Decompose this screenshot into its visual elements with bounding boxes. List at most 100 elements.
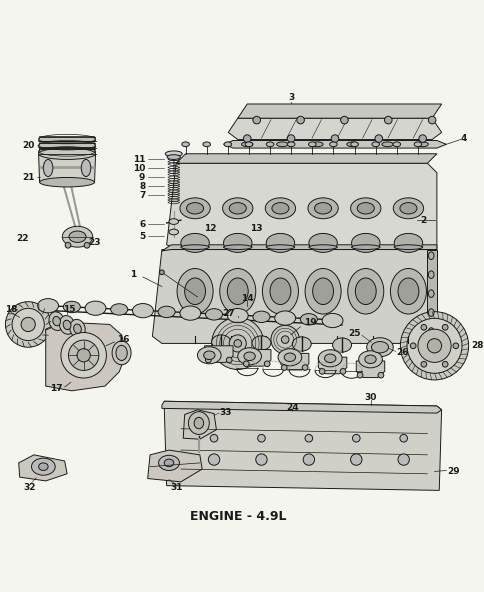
Ellipse shape (203, 351, 214, 359)
Ellipse shape (70, 319, 85, 338)
Circle shape (281, 336, 288, 343)
Polygon shape (426, 250, 436, 336)
Text: 5: 5 (139, 231, 145, 241)
Polygon shape (39, 143, 95, 147)
Polygon shape (39, 137, 95, 141)
Circle shape (77, 349, 90, 362)
Ellipse shape (272, 202, 288, 214)
Text: 32: 32 (23, 482, 35, 491)
Circle shape (384, 116, 391, 124)
Ellipse shape (304, 269, 340, 314)
Text: 19: 19 (303, 317, 316, 327)
Circle shape (12, 308, 44, 340)
Polygon shape (45, 322, 126, 391)
Circle shape (374, 135, 382, 143)
Polygon shape (223, 140, 445, 148)
Polygon shape (39, 149, 95, 154)
Circle shape (302, 365, 307, 371)
Ellipse shape (274, 311, 295, 325)
Ellipse shape (227, 308, 248, 323)
Ellipse shape (194, 417, 203, 429)
Ellipse shape (74, 324, 81, 333)
Circle shape (21, 317, 35, 332)
Circle shape (420, 324, 426, 330)
Text: 1: 1 (129, 270, 136, 279)
Ellipse shape (399, 202, 416, 214)
Text: 12: 12 (203, 224, 216, 233)
Ellipse shape (346, 142, 358, 147)
Ellipse shape (392, 142, 400, 147)
Circle shape (208, 454, 219, 465)
Text: 13: 13 (249, 224, 261, 233)
Ellipse shape (158, 455, 179, 471)
Polygon shape (176, 154, 436, 163)
Circle shape (350, 454, 361, 465)
Ellipse shape (252, 336, 271, 350)
Circle shape (357, 372, 362, 378)
Ellipse shape (112, 341, 131, 365)
Circle shape (255, 454, 267, 465)
Circle shape (211, 317, 263, 369)
Ellipse shape (427, 309, 433, 316)
Circle shape (406, 318, 461, 374)
Circle shape (409, 343, 415, 349)
Circle shape (243, 361, 249, 366)
Circle shape (287, 135, 294, 143)
Polygon shape (183, 410, 216, 439)
Circle shape (159, 270, 164, 275)
Ellipse shape (110, 304, 127, 315)
Circle shape (229, 335, 246, 352)
Ellipse shape (223, 245, 252, 250)
Ellipse shape (222, 198, 252, 218)
Circle shape (420, 361, 426, 367)
Text: 21: 21 (22, 173, 35, 182)
Ellipse shape (167, 155, 180, 159)
Ellipse shape (219, 269, 255, 314)
Ellipse shape (168, 229, 178, 235)
Circle shape (318, 369, 324, 374)
Ellipse shape (38, 298, 59, 313)
Ellipse shape (202, 142, 210, 147)
Ellipse shape (266, 233, 294, 252)
Circle shape (271, 326, 299, 354)
Text: 6: 6 (139, 220, 145, 229)
Ellipse shape (168, 218, 178, 224)
Ellipse shape (324, 354, 335, 362)
Polygon shape (147, 450, 202, 482)
Ellipse shape (227, 278, 248, 304)
Polygon shape (318, 357, 346, 374)
Circle shape (441, 361, 447, 367)
Ellipse shape (308, 142, 316, 147)
Ellipse shape (321, 313, 342, 327)
Circle shape (352, 435, 359, 442)
Ellipse shape (229, 202, 246, 214)
Circle shape (304, 435, 312, 442)
Text: 9: 9 (138, 173, 145, 182)
Circle shape (400, 311, 468, 380)
Circle shape (397, 454, 408, 465)
Ellipse shape (158, 306, 175, 317)
Ellipse shape (312, 278, 333, 304)
Ellipse shape (427, 252, 433, 259)
Ellipse shape (69, 231, 86, 243)
Polygon shape (237, 104, 441, 118)
Circle shape (61, 333, 106, 378)
Ellipse shape (39, 463, 48, 471)
Circle shape (264, 361, 270, 366)
Circle shape (210, 435, 217, 442)
Text: 23: 23 (88, 239, 101, 247)
Circle shape (339, 369, 345, 374)
Ellipse shape (270, 278, 290, 304)
Circle shape (226, 357, 231, 363)
Ellipse shape (357, 202, 374, 214)
Text: ENGINE - 4.9L: ENGINE - 4.9L (189, 510, 286, 523)
Ellipse shape (181, 245, 209, 250)
Ellipse shape (277, 349, 301, 366)
Ellipse shape (63, 301, 80, 313)
Ellipse shape (284, 353, 295, 362)
Ellipse shape (371, 342, 388, 353)
Ellipse shape (197, 347, 221, 364)
Polygon shape (356, 361, 384, 378)
Text: 16: 16 (117, 335, 129, 344)
Ellipse shape (311, 142, 322, 147)
